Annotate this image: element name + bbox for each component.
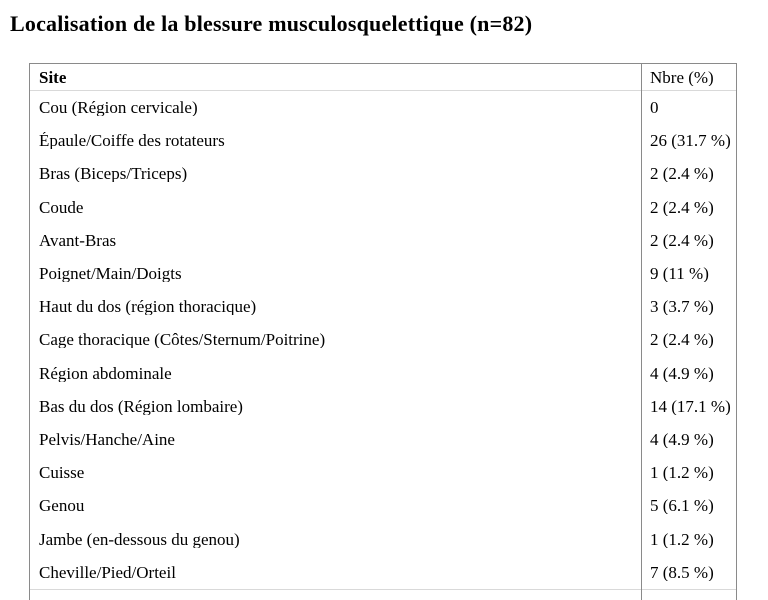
table-row: Haut du dos (région thoracique) 3 (3.7 %… — [30, 290, 736, 323]
count-cell: 3 (3.7 %) — [650, 298, 714, 316]
header-nbre: Nbre (%) — [650, 68, 714, 86]
site-cell: Cage thoracique (Côtes/Sternum/Poitrine) — [39, 331, 326, 349]
table-row: Jambe (en-dessous du genou) 1 (1.2 %) — [30, 522, 736, 555]
count-cell: 1 (1.2 %) — [650, 464, 714, 482]
count-cell: 1 (1.2 %) — [650, 530, 714, 548]
site-cell: Poignet/Main/Doigts — [39, 265, 182, 283]
count-cell: 4 (4.9 %) — [650, 430, 714, 448]
table-body: Cou (Région cervicale) 0 Épaule/Coiffe d… — [30, 91, 736, 600]
table-header-row: Site Nbre (%) — [30, 64, 736, 91]
site-cell: Bas du dos (Région lombaire) — [39, 397, 243, 415]
count-cell: 9 (11 %) — [650, 265, 709, 283]
site-cell: Cheville/Pied/Orteil — [39, 563, 176, 581]
count-cell: 2 (2.4 %) — [650, 331, 714, 349]
table-row: Région abdominale 4 (4.9 %) — [30, 357, 736, 390]
count-cell: 26 (31.7 %) — [650, 132, 731, 150]
table-row: Pelvis/Hanche/Aine 4 (4.9 %) — [30, 423, 736, 456]
site-cell: Avant-Bras — [39, 231, 117, 249]
count-cell: 2 (2.4 %) — [650, 231, 714, 249]
table-row: Bas du dos (Région lombaire) 14 (17.1 %) — [30, 390, 736, 423]
count-cell: 2 (2.4 %) — [650, 165, 714, 183]
count-cell: 5 (6.1 %) — [650, 497, 714, 515]
site-cell: Bras (Biceps/Triceps) — [39, 165, 188, 183]
site-cell: Haut du dos (région thoracique) — [39, 298, 257, 316]
count-cell: 4 (4.9 %) — [650, 364, 714, 382]
site-cell: Pelvis/Hanche/Aine — [39, 430, 175, 448]
table-row: Genou 5 (6.1 %) — [30, 489, 736, 522]
document-title: Localisation de la blessure musculosquel… — [10, 11, 533, 36]
site-cell: Région abdominale — [39, 364, 172, 382]
table-row: Bras (Biceps/Triceps) 2 (2.4 %) — [30, 157, 736, 190]
header-site: Site — [39, 68, 67, 86]
column-divider — [641, 64, 642, 600]
table-row: Cuisse 1 (1.2 %) — [30, 456, 736, 489]
table-row: Poignet/Main/Doigts 9 (11 %) — [30, 257, 736, 290]
injury-location-table: Site Nbre (%) Cou (Région cervicale) 0 É… — [29, 63, 737, 600]
site-cell: Épaule/Coiffe des rotateurs — [39, 132, 225, 150]
count-cell: 0 — [650, 99, 659, 117]
table-row: Cheville/Pied/Orteil 7 (8.5 %) — [30, 556, 736, 589]
table-row: Avant-Bras 2 (2.4 %) — [30, 224, 736, 257]
site-cell: Cuisse — [39, 464, 85, 482]
table-row: Cou (Région cervicale) 0 — [30, 91, 736, 124]
site-cell: Jambe (en-dessous du genou) — [39, 530, 240, 548]
count-cell: 7 (8.5 %) — [650, 563, 714, 581]
site-cell: Genou — [39, 497, 85, 515]
count-cell: 14 (17.1 %) — [650, 397, 731, 415]
cutoff-partial-row — [30, 588, 736, 600]
site-cell: Cou (Région cervicale) — [39, 99, 198, 117]
table-row: Coude 2 (2.4 %) — [30, 191, 736, 224]
site-cell: Coude — [39, 198, 84, 216]
table-row: Épaule/Coiffe des rotateurs 26 (31.7 %) — [30, 124, 736, 157]
table-row: Cage thoracique (Côtes/Sternum/Poitrine)… — [30, 323, 736, 356]
count-cell: 2 (2.4 %) — [650, 198, 714, 216]
